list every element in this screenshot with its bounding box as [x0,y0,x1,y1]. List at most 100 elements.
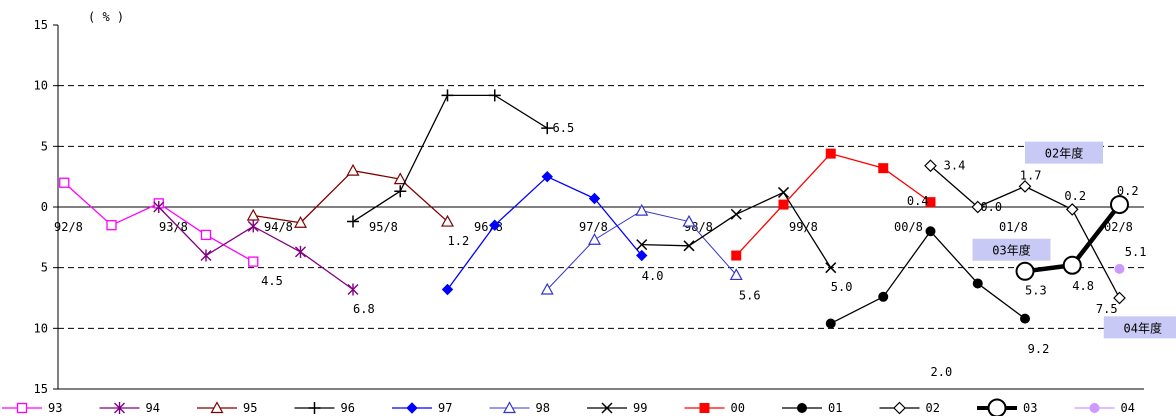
callout-box [972,238,1051,261]
legend-label: 94 [146,401,160,415]
marker [1065,203,1079,216]
marker [893,401,906,415]
marker [972,278,983,289]
marker [441,89,454,102]
marker [987,398,1007,416]
marker [1015,261,1035,281]
marker [347,283,359,296]
marker [1020,313,1030,324]
series-layer [59,89,1129,329]
y-tick-label: 15 [34,18,48,32]
legend-item-96: 96 [294,401,355,415]
legend-item-00: 00 [684,401,745,415]
legend-item-99: 99 [587,401,647,415]
marker [1113,291,1126,305]
callout-label: 03年度 [992,243,1030,258]
marker [878,291,889,302]
data-label: 6.8 [353,302,375,316]
data-label: 3.4 [944,159,966,173]
marker [248,256,259,267]
legend-label: 96 [341,401,355,415]
marker [825,318,836,329]
marker [1062,255,1082,275]
legend: 93 94 95 96 97 98 99 00 01 02 03 04 [2,398,1135,416]
marker [114,402,125,414]
legend-item-02: 02 [879,401,940,415]
marker [488,89,501,102]
legend-label: 99 [633,401,647,415]
marker [502,401,517,414]
data-label: 5.1 [1125,245,1147,259]
marker [925,197,936,208]
marker [541,122,554,135]
marker [441,283,454,296]
data-label: 9.2 [1028,342,1050,356]
marker [925,226,936,237]
y-tick-label: 0 [41,200,48,214]
marker [731,250,742,261]
marker [293,216,308,228]
callout-label: 02年度 [1045,146,1083,161]
data-label: 5.0 [831,280,853,294]
data-label: 1.2 [448,234,470,248]
data-label: 4.8 [1072,279,1094,293]
legend-label: 04 [1121,401,1135,415]
legend-label: 95 [243,401,257,415]
marker [308,402,321,414]
marker [825,262,837,274]
data-label: 0.4 [907,194,929,208]
marker [440,214,455,227]
y-tick-label: 10 [34,79,48,93]
marker [825,148,836,159]
series-00 [731,148,936,261]
data-label: 0.0 [980,200,1002,214]
x-tick-label: 94/8 [264,220,293,234]
series-01 [825,226,1030,329]
marker [59,177,70,188]
marker [699,403,710,413]
series-line [352,94,548,223]
marker [541,170,553,183]
x-tick-label: 00/8 [894,220,923,234]
annotations: 02年度 03年度 04年度 [972,141,1176,339]
series-96 [347,89,554,228]
series-99 [636,186,837,274]
marker [730,208,742,220]
marker [153,201,165,213]
legend-item-93: 93 [2,401,62,415]
legend-label: 93 [48,401,62,415]
marker [295,245,306,258]
marker [346,163,360,176]
marker [587,233,602,245]
y-tick-label: 10 [34,321,48,335]
legend-item-95: 95 [197,401,257,415]
data-label: 1.7 [1020,168,1042,182]
marker [636,239,648,251]
legend-label: 97 [438,401,452,415]
marker [200,229,212,241]
marker [16,402,28,414]
marker [1114,263,1125,274]
marker [247,220,259,233]
marker [778,199,789,210]
series-03 [1015,195,1129,281]
legend-item-03: 03 [977,398,1037,416]
marker [394,185,407,198]
x-tick-label: 99/8 [789,220,818,234]
marker [777,186,790,198]
marker [406,402,418,414]
marker [635,203,649,216]
legend-item-97: 97 [392,401,452,415]
marker [1089,403,1100,413]
marker [878,163,889,174]
x-tick-label: 97/8 [579,220,608,234]
y-tick-label: 5 [41,139,48,153]
marker [971,200,985,214]
series-02 [924,159,1126,305]
data-labels: 4.5 6.8 1.2 6.5 4.0 5.6 5.0 0.4 3.4 0.0 1.7 0.2 0.2 5… [261,121,1146,379]
callout-box [1103,316,1176,339]
marker [540,282,554,295]
series-line [253,169,448,224]
legend-label: 01 [828,401,842,415]
